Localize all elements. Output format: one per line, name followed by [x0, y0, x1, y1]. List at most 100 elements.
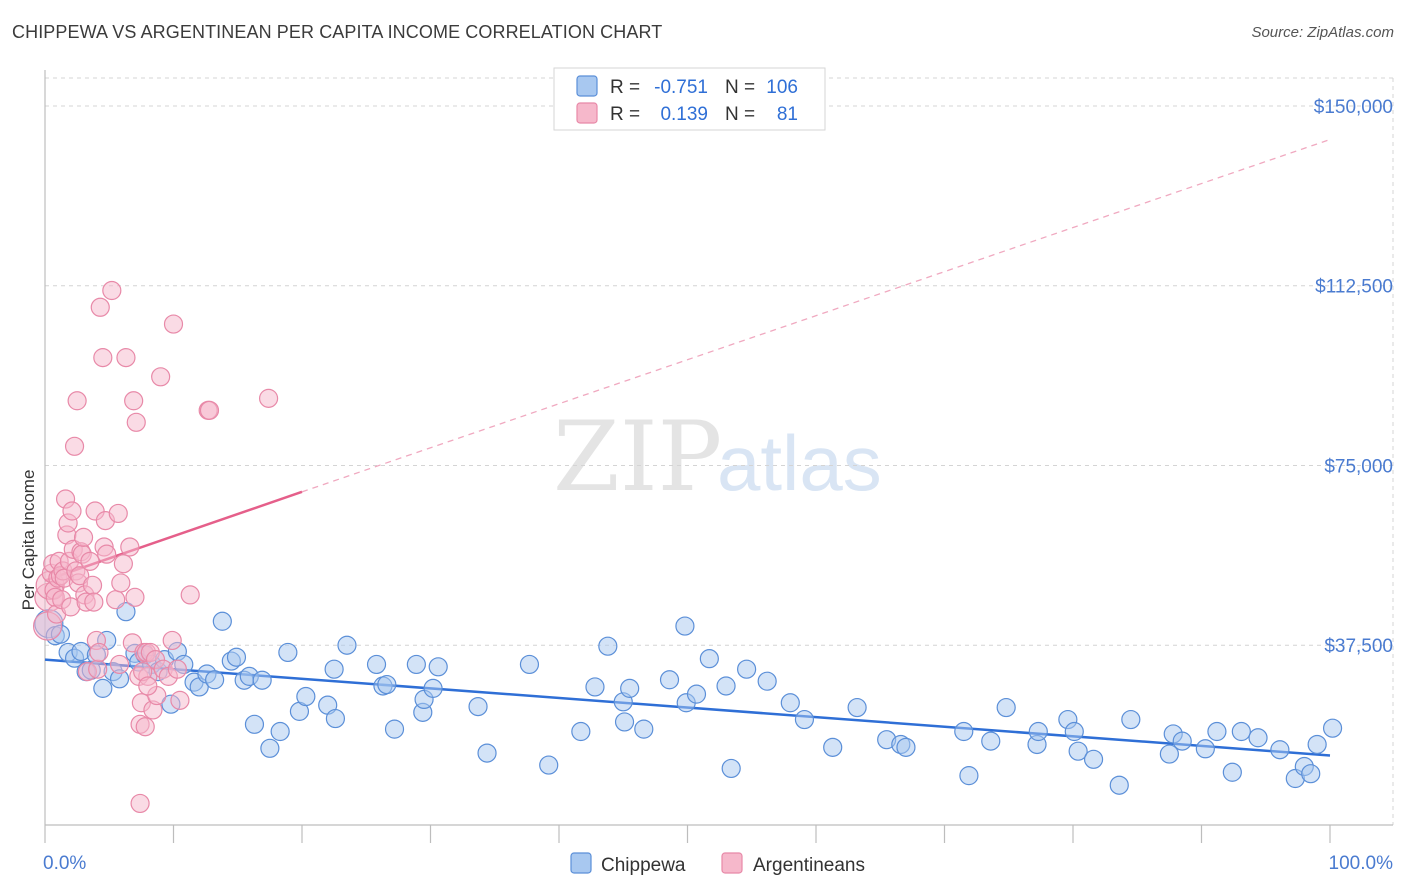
- chippewa-point: [324, 659, 344, 679]
- chippewa-point: [519, 654, 540, 675]
- x-tick-label-max: 100.0%: [1329, 853, 1394, 874]
- argentinean-point: [151, 367, 171, 387]
- chippewa-point: [959, 766, 979, 786]
- chippewa-point: [270, 721, 290, 742]
- legend-n-value: 81: [777, 104, 798, 125]
- chippewa-point: [1109, 775, 1129, 795]
- chippewa-point: [428, 657, 448, 677]
- chippewa-point: [699, 649, 719, 669]
- argentinean-point: [126, 412, 146, 432]
- argentinean-point: [113, 554, 133, 574]
- argentinean-point: [89, 642, 109, 663]
- chippewa-point: [794, 709, 815, 730]
- chippewa-point: [1231, 721, 1251, 742]
- tick-labels: $37,500 $75,000 $112,500 $150,000 0.0% 100.0%: [43, 97, 1393, 874]
- chippewa-point: [477, 743, 497, 763]
- chippewa-point: [406, 654, 426, 675]
- series-legend: Chippewa Argentineans: [570, 852, 865, 876]
- argentinean-point: [135, 717, 155, 737]
- y-axis-label: Per Capita Income: [19, 470, 38, 611]
- argentinean-point: [88, 659, 108, 679]
- chippewa-point: [384, 719, 405, 739]
- watermark-zip: ZIP: [553, 401, 722, 513]
- argentinean-point: [70, 566, 90, 586]
- legend-swatch-argentineans: [576, 102, 598, 124]
- watermark-atlas: atlas: [717, 419, 882, 507]
- chippewa-point: [278, 642, 298, 663]
- chippewa-point: [252, 670, 272, 690]
- chippewa-point: [780, 693, 800, 713]
- legend-n-label: N =: [725, 77, 755, 98]
- chippewa-point: [1301, 764, 1321, 784]
- chippewa-point: [423, 678, 443, 698]
- axes: [44, 70, 1393, 843]
- data-points: [32, 280, 1343, 814]
- argentinean-point: [199, 400, 220, 420]
- argentinean-point: [125, 587, 145, 607]
- chippewa-point: [1159, 744, 1179, 764]
- chippewa-point: [686, 684, 707, 704]
- chippewa-point: [325, 708, 346, 729]
- chippewa-point: [366, 654, 387, 675]
- chippewa-point: [757, 671, 777, 691]
- chippewa-point: [737, 659, 757, 679]
- chippewa-point: [847, 697, 867, 718]
- chippewa-point: [1068, 741, 1088, 761]
- argentinean-point: [258, 388, 279, 408]
- argentinean-point: [80, 551, 100, 571]
- legend-r-label: R =: [610, 77, 640, 98]
- chippewa-point: [1121, 709, 1141, 730]
- chippewa-point: [634, 719, 654, 739]
- chippewa-point: [585, 677, 605, 697]
- argentinean-point: [62, 501, 82, 521]
- y-tick-label: $37,500: [1324, 636, 1393, 657]
- argentinean-point: [116, 348, 136, 368]
- argentinean-point: [124, 391, 144, 411]
- legend-r-value: -0.751: [654, 77, 708, 98]
- chippewa-point: [212, 611, 232, 631]
- argentinean-point: [109, 654, 130, 675]
- correlation-legend: R = -0.751 N = 106 R = 0.139 N = 81: [553, 67, 826, 131]
- argentinean-point: [67, 391, 87, 411]
- argentinean-point: [102, 280, 122, 301]
- argentinean-point: [130, 793, 150, 814]
- y-tick-label: $150,000: [1314, 97, 1393, 118]
- argentinean-point: [64, 436, 85, 456]
- argentinean-point: [167, 659, 187, 679]
- chippewa-point: [1195, 739, 1215, 759]
- chippewa-point: [996, 697, 1016, 718]
- x-tick-label-min: 0.0%: [43, 853, 86, 874]
- argentinean-point: [73, 527, 94, 547]
- chippewa-point: [1248, 728, 1268, 748]
- chippewa-point: [598, 636, 618, 656]
- chippewa-point: [93, 678, 113, 698]
- chippewa-point: [823, 737, 843, 757]
- chippewa-point: [1307, 734, 1327, 755]
- argentinean-point: [97, 544, 117, 564]
- chippewa-point: [226, 647, 247, 667]
- chippewa-point: [1222, 762, 1242, 782]
- chippewa-point: [244, 714, 265, 734]
- y-tick-label: $75,000: [1324, 456, 1393, 477]
- source-credit: Source: ZipAtlas.com: [1251, 24, 1394, 41]
- chippewa-point: [337, 635, 357, 655]
- legend-box: [553, 67, 826, 131]
- bottom-legend-swatch-argentineans: [721, 852, 743, 874]
- chippewa-point: [1064, 721, 1084, 742]
- chippewa-point: [981, 731, 1001, 751]
- bottom-legend-label-chippewa: Chippewa: [601, 855, 686, 876]
- legend-swatch-chippewa: [576, 75, 598, 97]
- chippewa-point: [539, 755, 559, 775]
- argentinean-trendline-dashed: [301, 138, 1331, 493]
- argentinean-point: [93, 348, 113, 368]
- chippewa-point: [716, 676, 736, 696]
- argentinean-point: [162, 630, 182, 651]
- chippewa-point: [260, 738, 280, 758]
- chippewa-point: [205, 670, 225, 690]
- chippewa-point: [614, 712, 635, 732]
- chippewa-point: [659, 670, 680, 690]
- chippewa-point: [675, 616, 695, 636]
- argentinean-point: [111, 573, 131, 593]
- chippewa-point: [571, 721, 591, 742]
- argentinean-point: [84, 592, 104, 612]
